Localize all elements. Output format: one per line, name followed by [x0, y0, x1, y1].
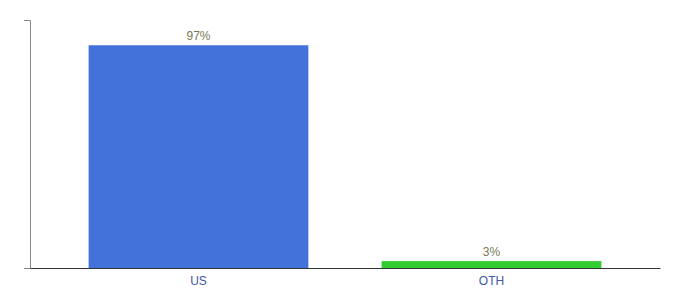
bar	[382, 261, 602, 268]
x-tick-label: US	[190, 274, 207, 288]
data-label: 3%	[483, 245, 501, 259]
plot-area: US OTH 97% 3%	[24, 21, 661, 288]
y-axis-line	[24, 21, 31, 269]
x-tick: US	[190, 274, 207, 288]
y-axis	[24, 21, 31, 269]
x-axis: US OTH	[31, 269, 661, 288]
data-labels: 97% 3%	[186, 29, 500, 259]
chart-svg: US OTH 97% 3%	[0, 0, 680, 300]
bar	[89, 45, 309, 268]
x-axis-line	[31, 268, 661, 269]
chart-container: US OTH 97% 3%	[0, 0, 680, 300]
x-tick-label: OTH	[479, 274, 504, 288]
x-tick: OTH	[479, 274, 504, 288]
bars	[89, 45, 602, 268]
data-label: 97%	[186, 29, 210, 43]
